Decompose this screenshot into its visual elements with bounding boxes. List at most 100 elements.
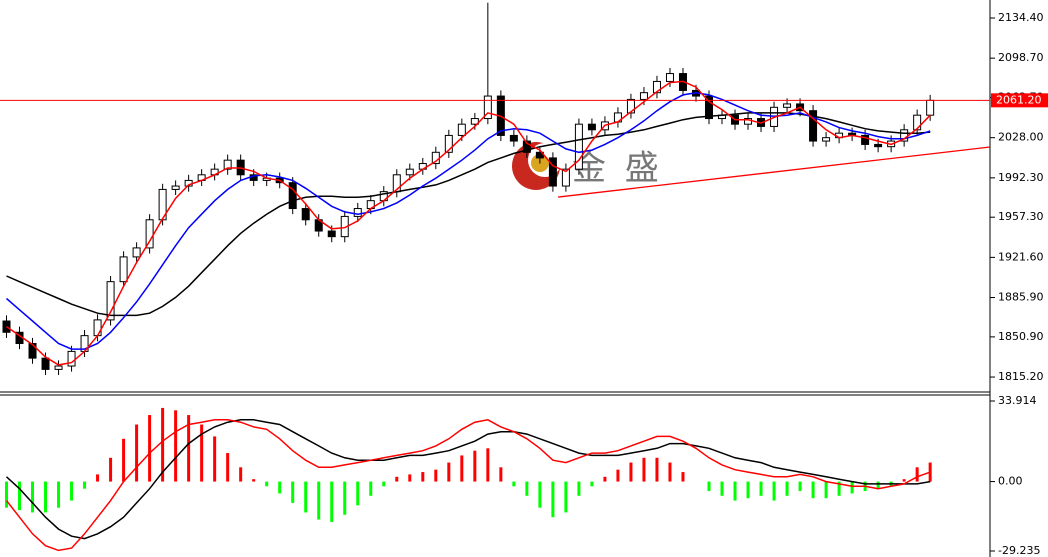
candle-body — [223, 159, 232, 170]
macd-bar — [460, 455, 464, 482]
candle-body — [41, 357, 50, 370]
y-tick-label: 1992.30 — [998, 171, 1044, 184]
candle-body — [470, 118, 479, 125]
candle-body — [483, 95, 492, 120]
candle-body — [574, 123, 583, 170]
macd-bar — [876, 481, 880, 489]
macd-bar — [473, 450, 477, 482]
candle-body — [926, 99, 935, 116]
macd-bar — [265, 481, 269, 487]
watermark: 金 盛 — [572, 149, 663, 189]
macd-bar — [109, 457, 113, 482]
candle-body — [54, 365, 63, 370]
macd-bar — [291, 481, 295, 503]
macd-bar — [616, 469, 620, 482]
candle-body — [809, 110, 818, 142]
macd-bar — [850, 481, 854, 494]
y-tick-label: 1921.60 — [998, 250, 1044, 263]
candle-body — [93, 319, 102, 337]
macd-bar — [486, 448, 490, 482]
y-tick-label: 2028.00 — [998, 131, 1044, 144]
macd-bar — [551, 481, 555, 518]
macd-bar — [720, 481, 724, 496]
macd-line — [5, 419, 931, 552]
y-tick-label: 33.914 — [998, 394, 1037, 407]
macd-bar — [330, 481, 334, 522]
macd-bar — [278, 481, 282, 494]
macd-bar — [356, 481, 360, 506]
macd-bar — [252, 479, 256, 482]
candle-body — [509, 134, 518, 142]
macd-bar — [837, 481, 841, 496]
macd-bar — [577, 481, 581, 496]
candle-body — [705, 95, 714, 120]
macd-bar — [642, 457, 646, 482]
macd-bar — [512, 481, 516, 487]
macd-bar — [187, 415, 191, 482]
macd-bar — [538, 481, 542, 508]
macd-bar — [200, 424, 204, 482]
candle-body — [822, 137, 831, 142]
candle-body — [522, 140, 531, 153]
macd-bar — [447, 462, 451, 482]
moving-average — [6, 80, 931, 366]
macd-bar — [83, 481, 87, 489]
candle-body — [874, 143, 883, 148]
macd-bar — [603, 476, 607, 482]
y-tick-label: 0.00 — [998, 475, 1023, 488]
macd-bar — [811, 481, 815, 499]
macd-bar — [707, 481, 711, 492]
y-tick-label: 2134.40 — [998, 11, 1044, 24]
y-tick-label: 1885.90 — [998, 291, 1044, 304]
macd-bar — [57, 481, 61, 508]
candle-body — [548, 157, 557, 187]
macd-bar — [395, 476, 399, 482]
candle-body — [652, 80, 661, 94]
candle-body — [327, 230, 336, 238]
macd-bar — [772, 481, 776, 501]
macd-bar — [759, 481, 763, 496]
trend-line — [558, 146, 991, 198]
macd-bar — [382, 481, 386, 487]
y-tick-label: 1815.20 — [998, 370, 1044, 383]
macd-bar — [70, 481, 74, 501]
macd-bar — [499, 467, 503, 482]
macd-bar — [746, 481, 750, 499]
macd-bar — [161, 407, 165, 482]
candle-body — [665, 73, 674, 82]
macd-bar — [785, 481, 789, 496]
current-price-label: 2061.20 — [996, 93, 1042, 106]
macd-bar — [798, 481, 802, 492]
macd-bar — [122, 438, 126, 482]
macd-bar — [213, 436, 217, 482]
macd-bar — [525, 481, 529, 496]
macd-bar — [135, 424, 139, 482]
macd-bar — [902, 479, 906, 482]
candle-body — [444, 134, 453, 153]
macd-bar — [343, 481, 347, 515]
macd-bar — [564, 481, 568, 513]
macd-bar — [668, 462, 672, 482]
candle-body — [783, 103, 792, 108]
macd-bar — [369, 481, 373, 496]
macd-bar — [733, 481, 737, 501]
candle-body — [405, 168, 414, 176]
candle-body — [119, 256, 128, 283]
macd-bar — [174, 410, 178, 482]
macd-bar — [18, 481, 22, 511]
macd-bar — [5, 481, 9, 508]
macd-bar — [44, 481, 48, 513]
candle-body — [457, 123, 466, 136]
macd-bar — [304, 481, 308, 513]
candle-body — [171, 185, 180, 190]
candle-body — [132, 247, 141, 258]
candle-body — [28, 343, 37, 359]
current-price-box — [991, 93, 1048, 108]
candle-body — [301, 208, 310, 221]
macd-bar — [590, 481, 594, 487]
macd-bar — [226, 453, 230, 482]
candle-body — [353, 208, 362, 217]
y-tick-label: -29.235 — [998, 544, 1040, 557]
